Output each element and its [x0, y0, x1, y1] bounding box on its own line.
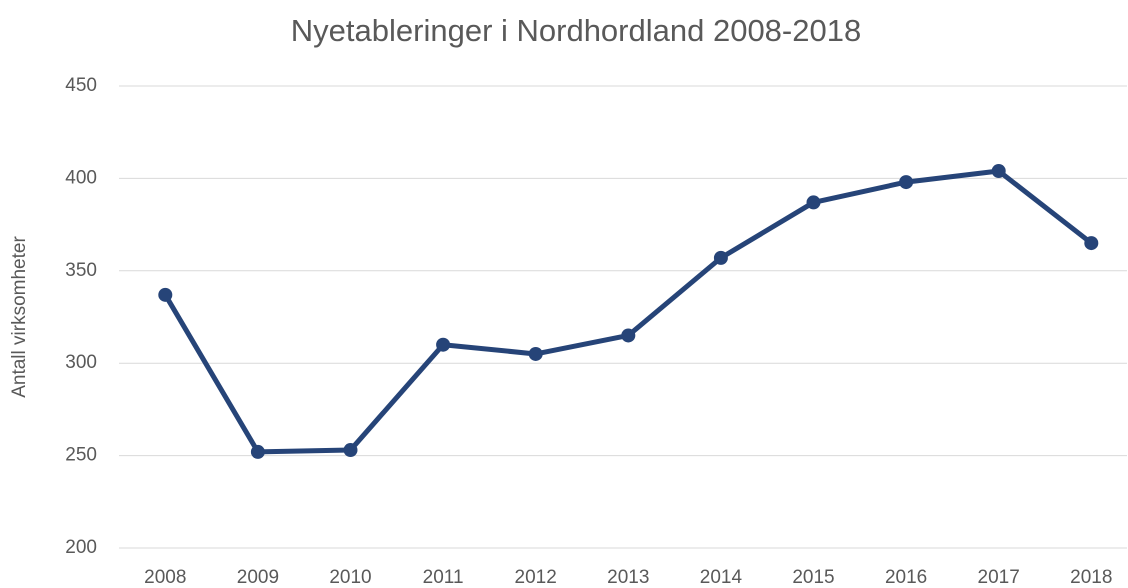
y-tick-label: 250	[65, 445, 97, 466]
data-line	[163, 168, 1093, 455]
x-tick-label: 2017	[978, 567, 1020, 588]
x-tick-label: 2015	[792, 567, 834, 588]
data-point	[436, 337, 451, 352]
x-tick-label: 2008	[144, 567, 186, 588]
data-point	[713, 250, 728, 265]
x-tick-label: 2016	[885, 567, 927, 588]
data-point	[343, 443, 358, 458]
chart-title: Nyetableringer i Nordhordland 2008-2018	[291, 13, 861, 48]
data-point	[250, 444, 265, 459]
data-point	[899, 175, 914, 190]
x-tick-label: 2011	[423, 567, 464, 588]
y-tick-label: 400	[65, 167, 97, 188]
data-point	[158, 287, 173, 302]
y-tick-label: 450	[65, 75, 97, 96]
data-point	[991, 164, 1006, 179]
x-tick-label: 2013	[607, 567, 649, 588]
y-tick-label: 200	[65, 537, 97, 558]
y-axis-label: Antall virksomheter	[9, 236, 30, 398]
y-tick-label: 350	[65, 260, 97, 281]
y-tick-label: 300	[65, 352, 97, 373]
data-point	[621, 328, 636, 343]
x-tick-label: 2014	[700, 567, 743, 588]
x-tick-label: 2010	[329, 567, 371, 588]
data-point	[528, 346, 543, 361]
x-tick-label: 2018	[1070, 567, 1112, 588]
data-point	[806, 195, 821, 210]
x-tick-label: 2012	[515, 567, 557, 588]
data-point	[1084, 236, 1099, 251]
x-tick-label: 2009	[237, 567, 279, 588]
